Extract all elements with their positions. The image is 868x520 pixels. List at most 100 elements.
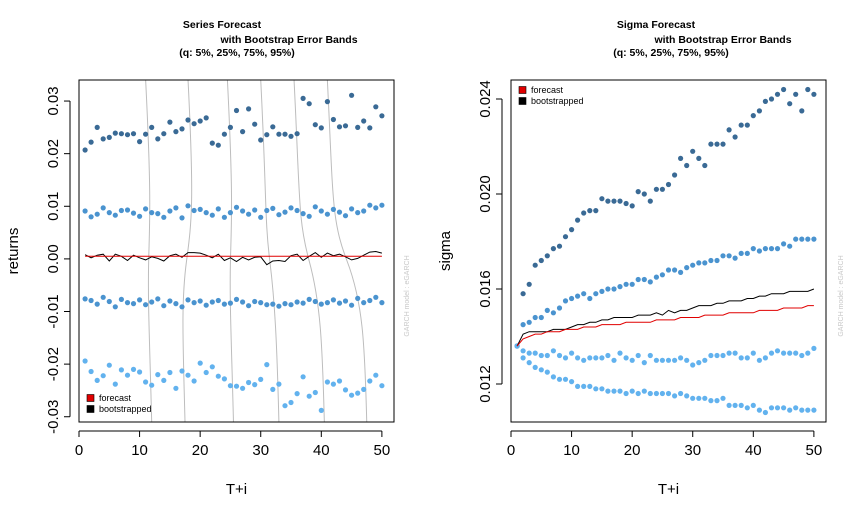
- series-q05-point: [330, 381, 336, 387]
- sigma-y-tick-label: 0.012: [477, 365, 494, 403]
- series-q75-point: [209, 212, 215, 218]
- series-q95-point: [185, 117, 191, 123]
- series-q75-point: [112, 212, 118, 218]
- sigma-q05-point: [678, 390, 684, 397]
- series-q95-point: [330, 116, 336, 123]
- series-q95-point: [294, 131, 300, 137]
- series-y-tick-label: -0.02: [45, 347, 62, 381]
- sigma-q75-point: [774, 246, 781, 252]
- series-q25-point: [306, 296, 312, 302]
- sigma-q95-point: [629, 203, 635, 209]
- sigma-q05-point: [659, 390, 666, 397]
- series-q25-point: [118, 296, 124, 302]
- sigma-q25-point: [647, 352, 653, 359]
- series-plot-frame: [78, 79, 395, 423]
- sigma-q95-point: [732, 134, 738, 140]
- series-x-tick-label: 30: [252, 442, 269, 459]
- sigma-q75-point: [702, 260, 708, 266]
- sigma-q75-point: [781, 241, 787, 247]
- series-q95-point: [276, 131, 282, 137]
- sigma-q75-point: [562, 298, 569, 304]
- sigma-q95-point: [532, 262, 538, 268]
- sigma-q05-point: [617, 388, 623, 394]
- sigma-q75-point: [756, 248, 763, 254]
- sigma-q75-point: [623, 281, 629, 287]
- series-q75-point: [149, 210, 155, 216]
- sigma-q25-point: [635, 352, 641, 359]
- sigma-q25-point: [659, 357, 666, 363]
- series-q95-point: [318, 125, 324, 131]
- sigma-q75-point: [678, 269, 684, 275]
- sigma-q95-point: [726, 127, 732, 133]
- series-q95-point: [300, 95, 306, 101]
- series-q75-point: [124, 207, 131, 213]
- sigma-q05-point: [690, 395, 696, 401]
- sigma-q75-point: [526, 319, 532, 325]
- series-q05-point: [155, 372, 161, 378]
- sigma-q95-point: [623, 200, 629, 207]
- sigma-q95-point: [520, 291, 526, 297]
- series-q75-point: [330, 206, 336, 212]
- series-title-line-2: with Bootstrap Error Bands: [219, 34, 357, 46]
- sigma-q05-point: [714, 398, 720, 404]
- sigma-x-tick-label: 0: [507, 442, 515, 459]
- series-q25-point: [149, 299, 155, 305]
- series-q75-point: [294, 207, 300, 214]
- series-q05-point: [100, 373, 106, 379]
- series-q95-point: [306, 101, 312, 107]
- series-y-tick-label: -0.03: [45, 400, 62, 434]
- sigma-q25-point: [781, 350, 787, 356]
- series-q75-point: [379, 202, 385, 208]
- series-q05-point: [288, 399, 294, 406]
- sigma-q25-point: [526, 350, 532, 356]
- series-q05-point: [137, 369, 143, 375]
- sigma-q95-point: [799, 108, 805, 114]
- sigma-q95-point: [526, 281, 532, 287]
- sigma-q75-point: [581, 291, 587, 297]
- sigma-q25-point: [599, 355, 605, 361]
- guide-curve: [326, 79, 368, 423]
- sigma-q75-point: [714, 257, 720, 264]
- sigma-q05-point: [629, 388, 635, 394]
- series-q05-point: [118, 367, 124, 373]
- series-q05-point: [112, 381, 118, 387]
- sigma-q25-point: [556, 352, 563, 359]
- sigma-q75-point: [768, 246, 775, 252]
- series-q95-point: [367, 125, 373, 131]
- series-q25-point: [185, 297, 191, 303]
- series-q75-point: [336, 209, 343, 215]
- series-q25-point: [88, 297, 94, 304]
- series-q25-point: [373, 294, 379, 300]
- series-q05-point: [227, 383, 233, 389]
- sigma-q25-point: [605, 352, 611, 359]
- series-q05-point: [300, 374, 306, 380]
- sigma-q05-point: [641, 388, 647, 394]
- series-q05-point: [349, 392, 355, 398]
- sigma-q75-point: [750, 246, 756, 252]
- series-q25-point: [240, 299, 246, 305]
- series-q05-point: [294, 391, 300, 397]
- sigma-q75-point: [762, 246, 769, 252]
- sigma-q75-point: [653, 274, 660, 280]
- guide-curve: [145, 79, 153, 423]
- sigma-q25-point: [805, 350, 811, 356]
- series-q75-point: [276, 212, 282, 218]
- series-y-tick-label: 0.00: [45, 244, 62, 273]
- series-q05-point: [306, 393, 312, 399]
- series-q75-point: [203, 210, 209, 216]
- sigma-x-axis-label: T+i: [658, 481, 679, 498]
- series-q25-point: [349, 302, 355, 308]
- sigma-q75-point: [556, 305, 563, 311]
- legend-swatch-bootstrapped: [86, 405, 95, 413]
- series-q95-point: [349, 92, 355, 98]
- series-q05-point: [240, 385, 246, 391]
- series-q05-point: [124, 372, 131, 378]
- series-q95-point: [252, 121, 258, 127]
- series-q95-point: [130, 131, 137, 137]
- sigma-q95-point: [678, 155, 684, 161]
- sigma-q95-point: [556, 243, 563, 249]
- sigma-q05-point: [793, 405, 799, 411]
- series-q95-point: [227, 124, 233, 130]
- sigma-q05-point: [599, 386, 605, 392]
- series-q25-point: [106, 298, 112, 305]
